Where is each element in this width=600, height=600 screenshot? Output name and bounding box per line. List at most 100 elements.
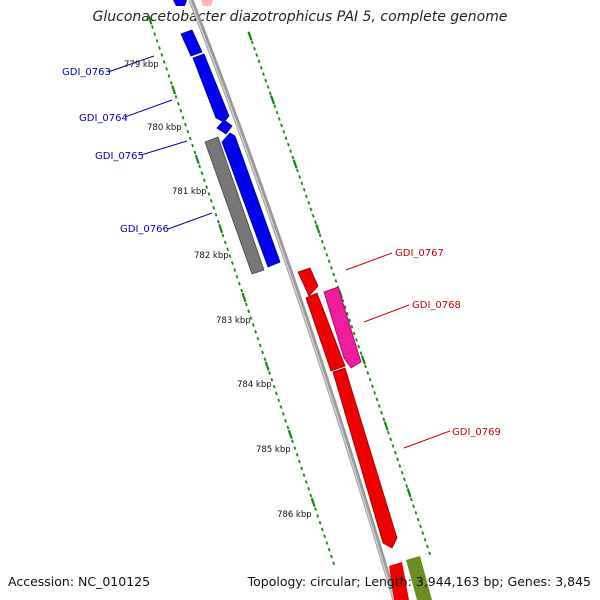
tick-mark-minor [400,470,404,475]
gene-gdi-0769[interactable] [332,367,398,549]
tick-mark-minor [212,206,216,210]
tick-mark-minor [272,384,276,389]
tick-mark-minor [249,316,253,320]
tick-mark-minor [307,487,310,491]
tick-mark-minor [398,464,402,468]
tick-mark-minor [162,60,166,64]
gene-label-gdi-0768[interactable]: GDI_0768 [412,300,461,311]
tick-mark-minor [309,207,313,212]
tick-mark-minor [382,417,386,422]
tick-mark-minor [247,309,251,314]
partial-gene-bottom-red [389,562,409,600]
gene-gdi-0766-blue-segment[interactable] [221,132,281,268]
tick-mark-major [383,421,389,431]
gene-gdi-0763[interactable] [180,29,203,57]
tick-mark-minor [167,74,171,78]
gene-gdi-0767[interactable] [297,267,319,297]
tick-mark-minor [305,194,308,199]
tick-mark-minor [409,497,413,502]
tick-mark-minor [330,554,333,559]
gene-label-gdi-0764[interactable]: GDI_0764 [79,113,128,124]
tick-mark-minor [237,281,241,286]
tick-mark-minor [155,39,159,43]
tick-mark-minor [325,541,329,545]
tick-mark-major [287,429,293,439]
tick-mark-minor [284,136,288,141]
tick-mark-minor [205,185,209,189]
gene-label-gdi-0763[interactable]: GDI_0763 [62,67,111,78]
tick-mark-minor [256,336,260,341]
tick-mark-minor [209,199,213,203]
tick-mark-major [218,223,224,234]
tick-mark-minor [403,477,406,482]
tick-mark-minor [268,371,271,375]
tick-mark-minor [282,129,286,134]
tick-mark-minor [323,534,326,538]
gene-gdi-0769-upper[interactable] [305,292,346,372]
tick-mark-minor [359,351,363,355]
gene-gdi-0765[interactable] [216,119,233,135]
tick-mark-minor [186,129,190,134]
tick-label-779: 779 kbp [124,60,159,70]
tick-mark-minor [348,318,351,323]
tick-mark-minor [387,430,390,435]
gene-label-gdi-0769[interactable]: GDI_0769 [452,427,501,438]
tick-mark-minor [318,520,322,525]
tick-mark-minor [423,538,427,542]
tick-mark-minor [296,168,299,173]
tick-mark-minor [174,94,178,99]
tick-mark-minor [221,233,225,238]
tick-mark-major [194,154,200,164]
gene-gdi-0766[interactable] [204,136,265,275]
gene-label-gdi-0767[interactable]: GDI_0767 [395,248,444,259]
tick-mark-major [292,159,298,169]
tick-mark-minor [332,272,336,277]
tick-mark-minor [230,261,234,265]
tick-mark-minor [300,466,304,471]
tick-label-782: 782 kbp [194,251,229,261]
genome-summary-text: Topology: circular; Length: 3,944,163 bp… [247,574,591,589]
tick-mark-minor [273,104,277,108]
tick-mark-minor [380,410,383,415]
tick-mark-major [310,497,316,507]
tick-mark-minor [300,181,304,186]
tick-mark-minor [345,311,349,316]
tick-label-786: 786 kbp [277,510,312,520]
tick-mark-minor [198,164,201,169]
tick-mark-minor [275,110,279,115]
partial-gene-top-blue [173,0,187,6]
tick-mark-minor [391,444,395,448]
tick-mark-minor [188,136,192,141]
tick-mark-minor [193,150,197,155]
tick-mark-minor [320,527,324,532]
tick-mark-minor [177,102,180,106]
tick-mark-minor [419,524,422,529]
gene-gdi-0768[interactable] [323,286,362,369]
tick-mark-minor [202,178,206,182]
gene-label-gdi-0765[interactable]: GDI_0765 [95,151,144,162]
tick-mark-minor [375,397,379,402]
tick-mark-minor [389,437,393,442]
tick-mark-minor [291,439,294,444]
tick-mark-minor [255,53,259,57]
tick-mark-minor [258,343,262,348]
tick-label-785: 785 kbp [256,445,291,455]
gene-label-gdi-0766[interactable]: GDI_0766 [120,224,169,235]
tick-track-left [147,15,336,566]
tick-mark-minor [228,254,232,258]
gene-gdi-0764[interactable] [192,53,230,123]
tick-mark-minor [286,142,290,147]
tick-mark-minor [223,240,227,245]
tick-mark-major [171,85,177,95]
tick-mark-minor [160,53,164,57]
tick-mark-minor [259,65,263,70]
tick-mark-minor [200,171,204,176]
tick-mark-minor [233,268,237,272]
tick-mark-minor [314,220,317,225]
tick-mark-minor [250,40,254,45]
tick-mark-minor [332,561,336,566]
tick-mark-minor [412,504,415,508]
tick-mark-minor [416,517,420,522]
tick-mark-minor [291,155,295,160]
